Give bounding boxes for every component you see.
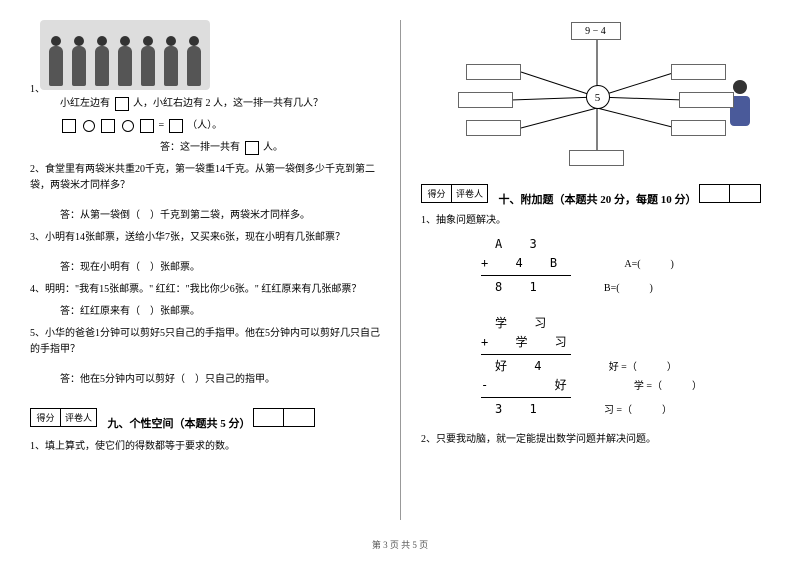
calc1-rule [481,275,571,276]
q1-text-b: 人，小红右边有 2 人，这一排一共有几人？ [133,98,323,109]
section-10-title: 十、附加题（本题共 20 分，每题 10 分） [499,191,697,207]
s10-q1: 1、抽象问题解决。 [421,213,770,229]
spider-blank[interactable] [679,92,734,108]
q1-text-a: 小红左边有 [60,98,110,109]
left-column: 1、 小红左边有 人，小红右边有 2 人，这一排一共有几人？ = （人）。 答：… [30,20,400,520]
grader-label: 评卷人 [61,409,96,426]
score-blank[interactable] [254,409,284,426]
score-blank[interactable] [700,185,730,202]
q2-text: 2、食堂里有两袋米共重20千克，第一袋重14千克。从第一袋倒多少千克到第二袋，两… [30,162,380,194]
calc2-row1-text: 学 习 [495,316,556,330]
calc2-r5: 3 1 习 =（ ） [481,400,770,419]
q4-answer: 答：红红原来有（ ）张邮票。 [60,304,380,320]
calc1-row2-text: + 4 B [481,256,567,270]
calc2-rule1 [481,354,571,355]
q1-answer: 答：这一排一共有 人。 [160,140,380,156]
calc1-r2: + 4 B A=( ) [481,254,770,273]
q1-equation: = （人）。 [60,118,380,134]
q1-line1: 小红左边有 人，小红右边有 2 人，这一排一共有几人？ [60,96,380,112]
calc1-aeq: A=( ) [624,257,674,273]
children-illustration [40,20,210,90]
kid-icon [187,46,201,86]
score-label: 得分 [422,185,452,202]
spider-blank[interactable] [458,92,513,108]
q3-text: 3、小明有14张邮票，送给小华7张，又买来6张，现在小明有几张邮票？ [30,230,380,246]
grader-label: 评卷人 [452,185,487,202]
q5-answer: 答：他在5分钟内可以剪好（ ）只自己的指甲。 [60,372,380,388]
q1-eq-tail: （人）。 [187,120,222,131]
spider-diagram: 9 − 4 5 [466,20,726,170]
score-table: 得分 评卷人 [30,408,97,427]
page-container: 1、 小红左边有 人，小红右边有 2 人，这一排一共有几人？ = （人）。 答：… [0,0,800,520]
calc1-beq: B=( ) [604,281,653,297]
calc1-row3-text: 8 1 [495,280,547,294]
spider-top-box: 9 − 4 [571,22,621,40]
q1-ans-suffix: 人。 [263,142,283,153]
score-box-10: 得分 评卷人 十、附加题（本题共 20 分，每题 10 分） [421,170,770,207]
page-footer: 第 3 页 共 5 页 [0,538,800,551]
kid-icon [49,46,63,86]
s9-q1: 1、填上算式，使它们的得数都等于要求的数。 [30,439,380,455]
calc2-xieq: 习 =（ ） [604,403,672,419]
blank-box[interactable] [62,119,76,133]
calc2-row5-text: 3 1 [495,402,547,416]
spider-blank[interactable] [569,150,624,166]
calc-block-2: 学 习 + 学 习 好 4 好 =（ ） - 好 学 =（ ） 3 1 习 =（… [481,314,770,420]
q2-answer: 答：从第一袋倒（ ）千克到第二袋，两袋米才同样多。 [60,208,380,224]
spider-blank[interactable] [466,120,521,136]
grader-blank[interactable] [284,409,314,426]
grader-blank[interactable] [730,185,760,202]
calc-block-1: A 3 + 4 B A=( ) 8 1 B=( ) [481,235,770,298]
calc1-r3: 8 1 B=( ) [481,278,770,297]
teacher-head-icon [733,80,747,94]
calc2-xueeq: 学 =（ ） [634,379,702,395]
q5-text: 5、小华的爸爸1分钟可以剪好5只自己的手指甲。他在5分钟内可以剪好几只自己的手指… [30,326,380,358]
op-circle[interactable] [83,120,95,132]
blank-box[interactable] [169,119,183,133]
calc2-rule2 [481,397,571,398]
s10-q2: 2、只要我动脑，就一定能提出数学问题并解决问题。 [421,432,770,448]
spider-blank[interactable] [671,120,726,136]
score-table-blank [253,408,315,427]
spider-blank[interactable] [466,64,521,80]
calc2-r2: + 学 习 [481,333,770,352]
blank-box[interactable] [101,119,115,133]
calc1-row1-text: A 3 [495,237,547,251]
q3-answer: 答：现在小明有（ ）张邮票。 [60,260,380,276]
kid-icon [141,46,155,86]
spider-blank[interactable] [671,64,726,80]
blank-box[interactable] [245,141,259,155]
score-label: 得分 [31,409,61,426]
spider-center: 5 [586,85,610,109]
right-column: 9 − 4 5 得分 评卷人 十、附加题（本题共 20 分，每题 10 分） [400,20,770,520]
score-box-9: 得分 评卷人 九、个性空间（本题共 5 分） [30,394,380,431]
kid-icon [164,46,178,86]
op-circle[interactable] [122,120,134,132]
blank-box[interactable] [140,119,154,133]
calc2-row2-text: + 学 习 [481,335,577,349]
calc2-row3-text: 好 4 [495,359,551,373]
kid-icon [118,46,132,86]
section-9-title: 九、个性空间（本题共 5 分） [108,415,251,431]
calc2-haoeq: 好 =（ ） [609,360,677,376]
q1-ans-prefix: 答：这一排一共有 [160,142,240,153]
calc2-r1: 学 习 [481,314,770,333]
blank-box[interactable] [115,97,129,111]
kid-icon [72,46,86,86]
kid-icon [95,46,109,86]
score-table: 得分 评卷人 [421,184,488,203]
equals-sign: = [159,120,167,131]
calc2-r4: - 好 学 =（ ） [481,376,770,395]
calc2-row4-text: - 好 [481,378,577,392]
q1-number: 1、 [30,80,45,95]
score-table-blank [699,184,761,203]
calc2-r3: 好 4 好 =（ ） [481,357,770,376]
calc1-r1: A 3 [481,235,770,254]
q4-text: 4、明明："我有15张邮票。" 红红："我比你少6张。" 红红原来有几张邮票？ [30,282,380,298]
